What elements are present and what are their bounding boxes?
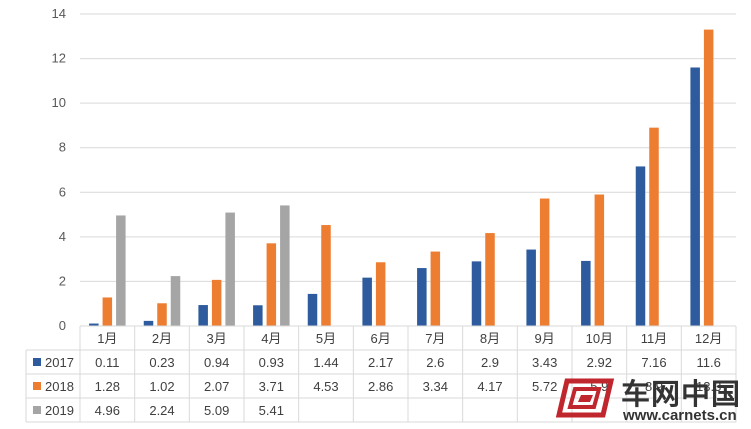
bar-2018-3月 <box>211 279 222 326</box>
data-label-2018: 2.07 <box>204 379 229 394</box>
bar-2017-11月 <box>635 166 646 326</box>
data-label-2017: 2.92 <box>587 355 612 370</box>
data-label-2018: 1.28 <box>95 379 120 394</box>
data-label-2018: 4.53 <box>313 379 338 394</box>
bar-2017-12月 <box>690 67 700 326</box>
data-label-2017: 2.6 <box>426 355 444 370</box>
data-label-2017: 11.6 <box>696 355 720 370</box>
data-label-2018: 13.3 <box>696 379 721 394</box>
data-label-2017: 0.23 <box>149 355 174 370</box>
bar-2018-12月 <box>703 29 714 326</box>
grid-lines <box>80 13 736 282</box>
x-category-label: 4月 <box>261 331 281 346</box>
data-label-2017: 2.9 <box>481 355 499 370</box>
bar-2017-10月 <box>581 260 591 326</box>
y-axis-ticks: 0 2 4 6 8 10 12 14 <box>52 6 66 333</box>
carnets-watermark: 车网中国 www.carnets.cn <box>553 371 747 425</box>
bar-2019-2月 <box>170 276 181 326</box>
bar-2018-9月 <box>539 198 550 326</box>
watermark-url: www.carnets.cn <box>623 407 737 424</box>
data-label-2018: 4.17 <box>477 379 502 394</box>
legend-label-2019: 2019 <box>45 403 74 418</box>
bar-2017-7月 <box>417 268 427 326</box>
x-category-label: 5月 <box>316 331 336 346</box>
bar-2017-1月 <box>89 323 99 326</box>
x-category-label: 9月 <box>535 331 555 346</box>
data-label-2018: 3.34 <box>423 379 448 394</box>
bar-2018-6月 <box>375 262 386 326</box>
data-label-2019: 4.96 <box>95 403 120 418</box>
x-category-label: 1月 <box>97 331 117 346</box>
x-category-label: 11月 <box>641 331 668 346</box>
bar-2017-9月 <box>526 249 536 326</box>
y-tick-label: 0 <box>59 318 66 333</box>
bar-2018-1月 <box>102 297 113 326</box>
bar-2018-7月 <box>430 251 441 326</box>
x-category-label: 12月 <box>695 331 722 346</box>
legend-label-2018: 2018 <box>45 379 74 394</box>
bar-2019-1月 <box>116 215 126 326</box>
bar-2017-5月 <box>307 293 318 326</box>
y-tick-label: 2 <box>59 273 66 288</box>
data-label-2017: 1.44 <box>313 355 338 370</box>
bar-2017-2月 <box>143 320 154 326</box>
data-label-2019: 5.09 <box>204 403 229 418</box>
y-tick-label: 8 <box>59 140 66 155</box>
data-label-2018: 2.86 <box>368 379 393 394</box>
bar-2019-3月 <box>225 212 235 326</box>
x-category-label: 7月 <box>425 331 445 346</box>
data-label-2019: 2.24 <box>149 403 174 418</box>
data-label-2019: 5.41 <box>259 403 284 418</box>
legend-swatch-2017 <box>33 358 41 366</box>
data-label-2017: 0.94 <box>204 355 229 370</box>
bar-2018-10月 <box>594 194 605 326</box>
bar-2017-3月 <box>198 305 208 326</box>
legend-swatch-2018 <box>33 382 41 390</box>
legend-label-2017: 2017 <box>45 355 74 370</box>
bar-2018-5月 <box>321 225 331 326</box>
data-label-2018: 3.71 <box>259 379 284 394</box>
bar-2018-11月 <box>649 127 659 327</box>
x-category-label: 3月 <box>207 331 227 346</box>
bar-2017-4月 <box>253 305 263 326</box>
y-tick-label: 10 <box>52 95 66 110</box>
x-category-label: 6月 <box>371 331 391 346</box>
data-label-2017: 7.16 <box>641 355 666 370</box>
x-category-label: 8月 <box>480 331 500 346</box>
data-label-2018: 1.02 <box>149 379 174 394</box>
bar-2017-6月 <box>362 277 372 326</box>
data-label-2018: 8.9 <box>645 379 663 394</box>
bars <box>89 29 714 327</box>
carnets-logo-icon <box>555 378 615 418</box>
bar-2018-2月 <box>157 303 167 326</box>
data-label-2017: 0.11 <box>95 355 119 370</box>
watermark-text: 车网中国 <box>621 377 742 411</box>
bar-2019-4月 <box>280 205 290 326</box>
y-tick-label: 14 <box>52 6 66 21</box>
bar-2017-8月 <box>471 261 482 326</box>
data-label-2017: 0.93 <box>259 355 284 370</box>
x-category-label: 2月 <box>152 331 172 346</box>
x-category-label: 10月 <box>586 331 613 346</box>
y-tick-label: 12 <box>52 51 66 66</box>
legend-swatch-2019 <box>33 406 41 414</box>
data-label-2017: 3.43 <box>532 355 557 370</box>
bar-2018-8月 <box>485 233 495 326</box>
data-label-2018: 5.72 <box>532 379 557 394</box>
data-label-2017: 2.17 <box>368 355 393 370</box>
y-tick-label: 6 <box>59 184 66 199</box>
y-tick-label: 4 <box>59 229 66 244</box>
bar-2018-4月 <box>266 243 277 326</box>
